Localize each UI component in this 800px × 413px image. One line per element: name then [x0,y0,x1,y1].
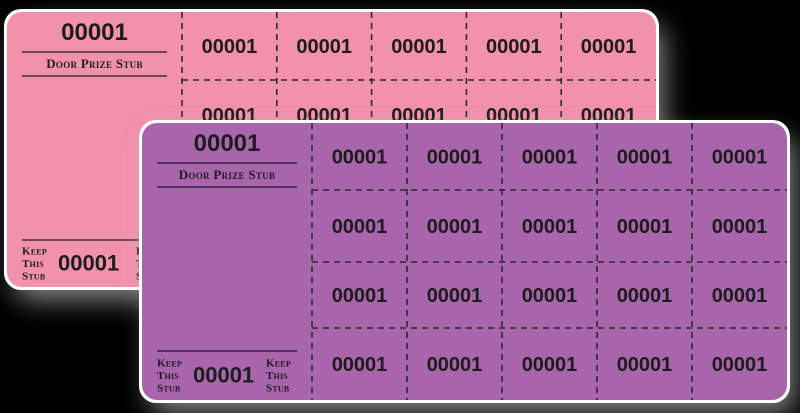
svg-text:Door Prize Stub: Door Prize Stub [46,56,143,71]
svg-text:00001: 00001 [427,354,483,376]
svg-text:00001: 00001 [332,354,388,376]
svg-text:00001: 00001 [61,19,128,46]
svg-text:00001: 00001 [522,354,578,376]
svg-text:00001: 00001 [332,147,388,169]
svg-text:00001: 00001 [427,147,483,169]
svg-text:00001: 00001 [712,216,768,238]
svg-text:00001: 00001 [58,251,119,276]
svg-text:00001: 00001 [712,285,768,307]
svg-text:Keep: Keep [266,358,291,370]
svg-text:Stub: Stub [266,383,290,395]
svg-text:00001: 00001 [712,147,768,169]
svg-text:00001: 00001 [427,216,483,238]
svg-text:This: This [157,370,179,382]
svg-text:Stub: Stub [157,383,181,395]
svg-text:00001: 00001 [332,285,388,307]
svg-text:Stub: Stub [22,271,46,283]
svg-text:00001: 00001 [617,147,673,169]
svg-text:Keep: Keep [157,358,182,370]
svg-text:00001: 00001 [391,36,447,58]
svg-text:This: This [266,370,288,382]
svg-text:00001: 00001 [427,285,483,307]
svg-text:This: This [22,258,44,270]
svg-text:00001: 00001 [522,147,578,169]
svg-text:00001: 00001 [194,130,261,157]
svg-text:00001: 00001 [522,216,578,238]
svg-text:00001: 00001 [202,36,258,58]
svg-text:00001: 00001 [581,36,637,58]
svg-text:00001: 00001 [617,285,673,307]
svg-text:00001: 00001 [193,363,254,388]
svg-text:00001: 00001 [522,285,578,307]
svg-text:00001: 00001 [712,354,768,376]
svg-text:00001: 00001 [617,354,673,376]
svg-text:Door Prize Stub: Door Prize Stub [179,167,276,182]
svg-text:00001: 00001 [617,216,673,238]
svg-text:00001: 00001 [296,36,352,58]
svg-text:00001: 00001 [486,36,542,58]
svg-text:00001: 00001 [332,216,388,238]
svg-text:Keep: Keep [22,246,47,258]
